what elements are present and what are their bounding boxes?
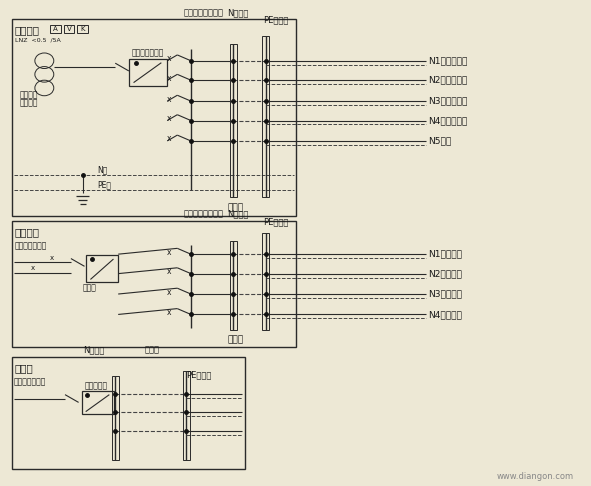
Bar [64, 25, 74, 33]
Text: 漏电断路器: 漏电断路器 [85, 382, 108, 390]
Text: x: x [167, 288, 171, 296]
Text: A: A [53, 26, 58, 32]
Text: x: x [167, 248, 171, 257]
Bar [50, 25, 61, 33]
Text: N3至分配电箱: N3至分配电箱 [428, 97, 468, 105]
Text: 断路器: 断路器 [228, 203, 243, 212]
Text: x: x [167, 95, 171, 104]
Bar [112, 376, 119, 460]
Text: PE线端子: PE线端子 [186, 371, 212, 380]
Text: x: x [167, 74, 171, 83]
Text: 断路器: 断路器 [228, 336, 243, 345]
Text: N线端子: N线端子 [228, 8, 249, 17]
Text: x: x [31, 265, 35, 271]
Text: 分配电箱: 分配电箱 [15, 227, 40, 237]
Text: N1至分配电箱: N1至分配电箱 [428, 56, 468, 65]
Text: N5照明: N5照明 [428, 137, 452, 145]
Text: x: x [167, 54, 171, 63]
Text: 防护罩式隔离开关: 防护罩式隔离开关 [183, 8, 223, 17]
Bar [230, 241, 237, 330]
Text: LNZ  <0.5  /5A: LNZ <0.5 /5A [15, 37, 60, 42]
Text: PE线: PE线 [98, 180, 112, 189]
Text: 护罩式隔离开关: 护罩式隔离开关 [14, 377, 46, 386]
Text: PE线端子: PE线端子 [263, 217, 288, 226]
Text: 防护罩式隔离开关: 防护罩式隔离开关 [183, 209, 223, 219]
Text: 断路器: 断路器 [145, 345, 160, 354]
Text: 总配电箱: 总配电箱 [15, 25, 40, 35]
Bar [82, 391, 114, 414]
Bar [12, 221, 296, 347]
Bar [129, 59, 167, 86]
Bar [262, 233, 269, 330]
Bar [183, 371, 190, 460]
Text: N线端子: N线端子 [83, 345, 104, 354]
Bar [262, 36, 269, 197]
Bar [12, 357, 245, 469]
Text: N1至开关箱: N1至开关箱 [428, 250, 463, 259]
Text: 隔离开关: 隔离开关 [20, 99, 38, 107]
Text: PE线端子: PE线端子 [263, 15, 288, 24]
Text: x: x [167, 114, 171, 123]
Text: N2至开关箱: N2至开关箱 [428, 269, 462, 278]
Text: 护型式隔离开关: 护型式隔离开关 [15, 241, 47, 250]
Text: www.diangon.com: www.diangon.com [496, 472, 573, 481]
Text: N4至开关箱: N4至开关箱 [428, 310, 462, 319]
Text: N3至开关箱: N3至开关箱 [428, 290, 463, 298]
Text: 开关箱: 开关箱 [15, 363, 34, 373]
Text: x: x [167, 135, 171, 143]
Bar [12, 19, 296, 216]
Text: x: x [50, 255, 54, 260]
Bar [77, 25, 88, 33]
Text: N线: N线 [98, 166, 108, 174]
Text: x: x [167, 267, 171, 276]
Bar [86, 255, 118, 282]
Text: K: K [80, 26, 85, 32]
Text: 防护罩式: 防护罩式 [20, 90, 38, 99]
Text: N线端子: N线端子 [228, 209, 249, 219]
Text: 断路器: 断路器 [83, 283, 96, 292]
Bar [230, 44, 237, 197]
Text: 四级漏电断路器: 四级漏电断路器 [132, 49, 164, 57]
Text: N2至分配电箱: N2至分配电箱 [428, 76, 467, 85]
Text: x: x [167, 308, 171, 317]
Text: V: V [67, 26, 72, 32]
Text: N4至分配电箱: N4至分配电箱 [428, 116, 467, 125]
